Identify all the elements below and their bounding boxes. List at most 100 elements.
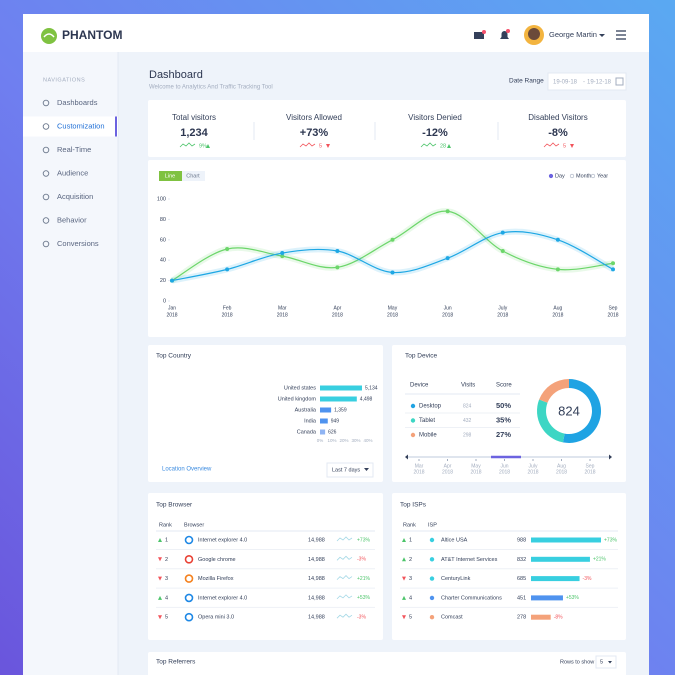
timeline-arrow[interactable] — [405, 454, 408, 460]
chart-tab[interactable] — [159, 171, 182, 181]
x-tick-label: 2018 — [552, 312, 563, 318]
nav-item[interactable]: Acquisition — [57, 192, 93, 201]
country-value: 4,498 — [360, 396, 373, 402]
country-value: 1,359 — [334, 407, 347, 413]
timeline-label: 2018 — [584, 469, 595, 475]
stat-change: 5 — [563, 143, 566, 149]
nav-active-bar — [115, 116, 117, 137]
table-header: ISP — [428, 522, 437, 528]
browser-icon — [184, 574, 194, 583]
browser-visits: 14,988 — [308, 595, 325, 601]
chart-tab[interactable] — [182, 171, 205, 181]
stat-trend — [570, 144, 574, 148]
device-dot — [410, 432, 416, 438]
mail-icon[interactable] — [474, 32, 484, 39]
timeline-label: 2018 — [499, 469, 510, 475]
line-point — [280, 254, 285, 259]
nav-icon — [42, 217, 50, 224]
device-name: Desktop — [419, 404, 442, 410]
line-point — [555, 237, 560, 242]
browser-visits: 14,988 — [308, 576, 325, 582]
rank: 2 — [165, 557, 168, 563]
rank-trend — [402, 538, 406, 542]
mail-badge — [482, 30, 486, 34]
isp-name: Altice USA — [441, 537, 468, 543]
calendar-icon[interactable] — [615, 77, 624, 86]
nav-icon — [42, 123, 50, 130]
browser-icon — [184, 612, 194, 622]
rank-trend — [402, 615, 406, 620]
browser-change: +73% — [357, 537, 370, 543]
donut-center: 824 — [558, 403, 580, 418]
rank: 2 — [409, 557, 412, 563]
x-tick-label: 2018 — [387, 312, 398, 318]
location-link[interactable]: Location Overview — [162, 467, 212, 473]
y-tick-label: 80 — [160, 217, 166, 223]
table-header: Device — [410, 383, 429, 389]
user-caret[interactable] — [599, 34, 605, 37]
isp-visits: 832 — [517, 557, 526, 563]
date-input[interactable] — [547, 72, 627, 91]
nav-item[interactable]: Real-Time — [57, 145, 91, 154]
browser-visits: 14,988 — [308, 557, 325, 563]
axis-label: 40% — [363, 438, 372, 443]
table-header: Visits — [461, 383, 475, 389]
browser-name: Opera mini 3.0 — [198, 615, 234, 621]
x-tick-label: 2018 — [277, 312, 288, 318]
date-label: Date Range — [509, 78, 544, 85]
line-point — [500, 230, 505, 235]
sparkline — [179, 142, 196, 148]
select-caret — [364, 468, 369, 471]
rows-select[interactable] — [595, 655, 617, 669]
nav-item[interactable]: Customization — [57, 121, 105, 130]
stat-trend — [326, 144, 330, 148]
country-bar — [320, 429, 326, 435]
select-caret — [608, 661, 612, 664]
isp-bar — [531, 537, 601, 543]
country-bar — [320, 418, 328, 424]
isp-dot — [429, 576, 435, 581]
isp-change: +73% — [604, 537, 617, 543]
x-tick-label: Feb — [223, 305, 232, 311]
line-point — [500, 249, 505, 254]
stat-trend — [447, 144, 451, 148]
nav-active — [23, 116, 118, 137]
timeline-label: May — [471, 463, 481, 469]
legend-dot[interactable] — [569, 173, 575, 179]
country-label: United states — [284, 385, 316, 391]
nav-icon — [42, 240, 50, 248]
line-point — [390, 270, 395, 275]
nav-item[interactable]: Dashboards — [57, 98, 98, 107]
nav-item[interactable]: Conversions — [57, 239, 99, 248]
x-tick-label: Aug — [553, 305, 562, 311]
range-select[interactable] — [326, 462, 374, 478]
table-header: Score — [496, 383, 512, 389]
date-separator: - — [583, 80, 585, 86]
chart-tab-label: Line — [165, 173, 175, 179]
legend-dot[interactable] — [590, 173, 596, 179]
isp-dot — [429, 595, 435, 601]
date-to: 19-12-18 — [587, 80, 612, 86]
bell-icon[interactable] — [500, 31, 509, 39]
sparkline — [543, 142, 560, 148]
y-tick-label: 100 — [157, 196, 166, 202]
browser-icon — [184, 593, 194, 603]
sparkline — [336, 536, 353, 542]
timeline-arrow[interactable] — [609, 454, 612, 460]
nav-item[interactable]: Behavior — [57, 215, 87, 224]
legend-dot[interactable] — [548, 173, 554, 179]
country-bar — [320, 385, 362, 391]
nav-item[interactable]: Audience — [57, 168, 88, 177]
isp-visits: 988 — [517, 537, 526, 543]
rank-trend — [402, 557, 406, 562]
avatar-face — [528, 28, 540, 40]
stat-label: Visitors Denied — [408, 113, 462, 122]
line-point — [225, 267, 230, 272]
legend-label: Year — [597, 173, 608, 179]
rank: 5 — [165, 615, 168, 621]
menu-icon[interactable] — [616, 30, 626, 40]
user-name[interactable]: George Martin — [549, 30, 597, 39]
axis-label: 0% — [317, 438, 324, 443]
nav-heading: NAVIGATIONS — [43, 77, 85, 83]
isp-name: Charter Communications — [441, 595, 502, 601]
